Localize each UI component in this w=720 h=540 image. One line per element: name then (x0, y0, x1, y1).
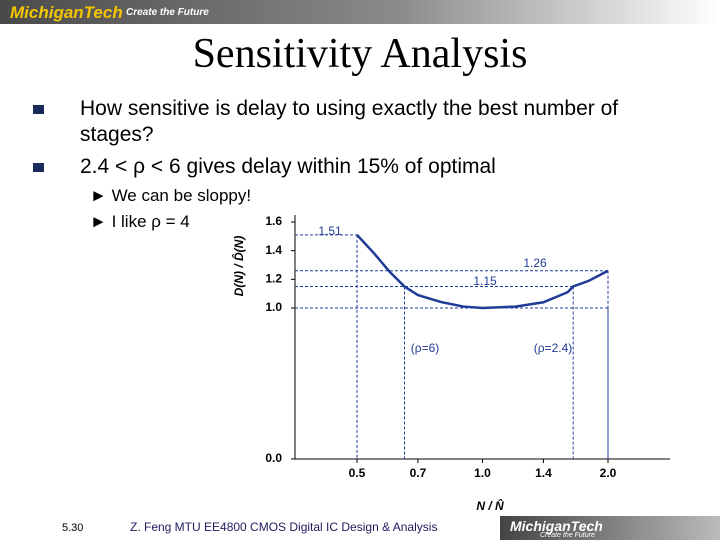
x-tick-label: 0.7 (410, 466, 427, 480)
sub-bullet-text: I like ρ = 4 (111, 212, 190, 231)
x-tick-label: 1.0 (474, 466, 491, 480)
guide-label: 1.15 (473, 274, 497, 288)
y-tick-label: 1.2 (265, 272, 282, 286)
bullet-text: How sensitive is delay to using exactly … (80, 97, 619, 146)
guide-label: 1.51 (318, 224, 342, 238)
page-number: 5.30 (62, 522, 84, 534)
x-tick-label: 1.4 (535, 466, 552, 480)
footer-logo-text: MichiganTech (510, 518, 603, 534)
footer-text: Z. Feng MTU EE4800 CMOS Digital IC Desig… (130, 520, 438, 534)
x-tick-label: 2.0 (600, 466, 617, 480)
bullet-text: 2.4 < ρ < 6 gives delay within 15% of op… (80, 155, 496, 178)
logo: MichiganTech (10, 3, 123, 22)
y-tick-label: 1.4 (265, 243, 282, 257)
footer-logo: MichiganTech Create the Future (500, 516, 720, 540)
y-axis-label: D(N) / D̂(N) (231, 236, 246, 297)
x-tick-label: 0.5 (349, 466, 366, 480)
sub-bullet: ► I like ρ = 4 (90, 212, 190, 231)
bullet: 2.4 < ρ < 6 gives delay within 15% of op… (33, 154, 620, 180)
y-tick-label: 1.6 (265, 214, 282, 228)
annotation: (ρ=2.4) (534, 341, 573, 355)
y-tick-label: 0.0 (265, 451, 282, 465)
sub-bullet-text: We can be sloppy! (111, 186, 252, 205)
slide-title: Sensitivity Analysis (192, 31, 528, 77)
curve (356, 234, 609, 310)
header-bar (0, 0, 720, 24)
footer-tagline: Create the Future (540, 532, 595, 539)
tagline: Create the Future (126, 7, 209, 18)
bullet: How sensitive is delay to using exactly … (33, 96, 620, 148)
y-tick-label: 1.0 (265, 300, 282, 314)
x-axis-label: N / N̂ (476, 498, 504, 513)
annotation: (ρ=6) (411, 341, 440, 355)
sub-bullet: ► We can be sloppy! (90, 186, 252, 205)
guide-label: 1.26 (523, 256, 547, 270)
